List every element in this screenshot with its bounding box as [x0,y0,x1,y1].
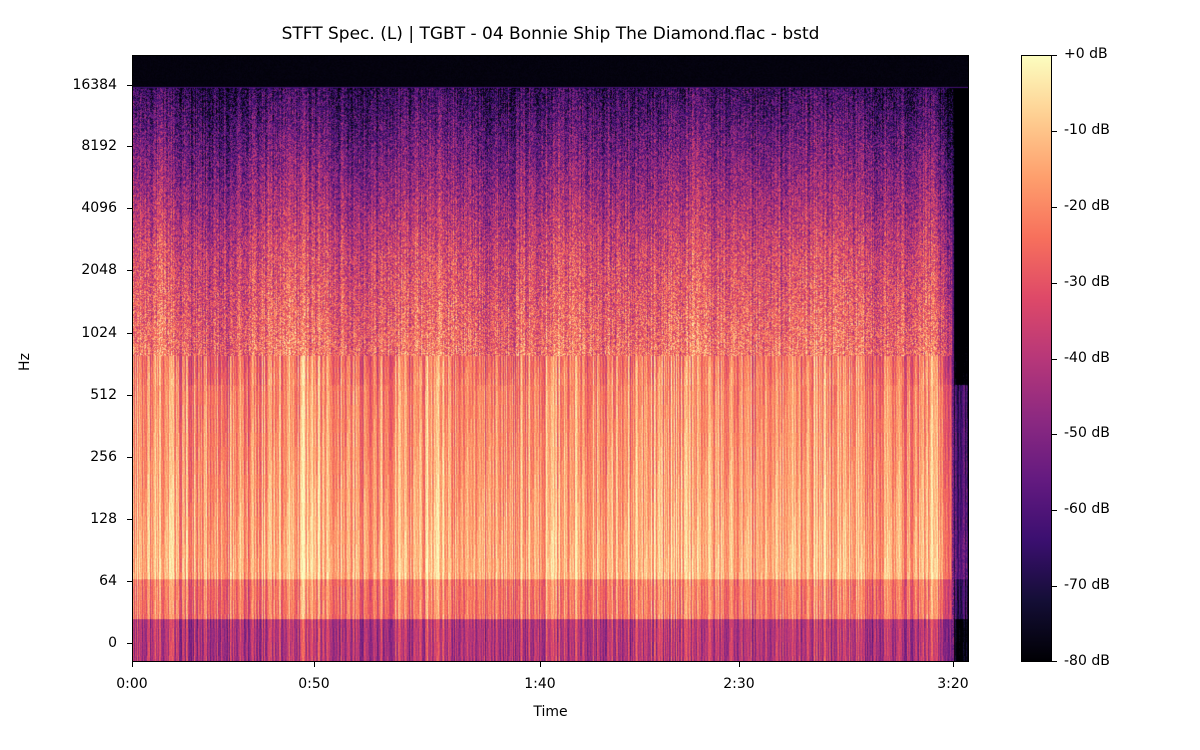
y-tick-mark [127,457,132,458]
colorbar-tick-label: +0 dB [1064,46,1108,62]
y-tick-mark [127,333,132,334]
y-tick-label: 256 [90,449,117,465]
colorbar-tick-label: -50 dB [1064,425,1110,441]
x-tick-mark [953,662,954,667]
colorbar-tick-label: -30 dB [1064,274,1110,290]
y-tick-label: 128 [90,511,117,527]
x-axis-title: Time [533,704,568,720]
colorbar [1021,55,1052,662]
x-tick-label: 2:30 [723,676,755,692]
x-tick-label: 0:00 [116,676,148,692]
chart-title: STFT Spec. (L) | TGBT - 04 Bonnie Ship T… [281,24,820,44]
colorbar-tick-label: -20 dB [1064,198,1110,214]
y-tick-mark [127,85,132,86]
colorbar-tick-mark [1052,131,1057,132]
y-tick-label: 1024 [81,325,117,341]
colorbar-tick-label: -60 dB [1064,501,1110,517]
colorbar-tick-label: -80 dB [1064,653,1110,669]
colorbar-tick-mark [1052,283,1057,284]
spectrogram-heatmap [133,56,968,661]
x-tick-label: 3:20 [937,676,969,692]
y-axis-title: Hz [17,353,33,371]
y-tick-label: 64 [99,573,117,589]
y-tick-label: 4096 [81,200,117,216]
y-tick-label: 0 [108,635,117,651]
colorbar-tick-mark [1052,510,1057,511]
colorbar-tick-label: -40 dB [1064,350,1110,366]
y-tick-mark [127,395,132,396]
colorbar-tick-mark [1052,359,1057,360]
y-tick-mark [127,643,132,644]
colorbar-tick-label: -70 dB [1064,577,1110,593]
x-tick-mark [132,662,133,667]
colorbar-tick-mark [1052,586,1057,587]
x-tick-mark [540,662,541,667]
y-tick-label: 16384 [72,77,117,93]
colorbar-tick-mark [1052,661,1057,662]
y-tick-label: 8192 [81,138,117,154]
colorbar-tick-mark [1052,434,1057,435]
y-tick-mark [127,270,132,271]
x-tick-mark [739,662,740,667]
y-tick-mark [127,581,132,582]
colorbar-tick-mark [1052,55,1057,56]
colorbar-tick-mark [1052,207,1057,208]
y-tick-mark [127,208,132,209]
y-tick-label: 2048 [81,262,117,278]
spectrogram-plot-area [132,55,969,662]
x-tick-label: 1:40 [524,676,556,692]
x-tick-mark [314,662,315,667]
y-tick-label: 512 [90,387,117,403]
y-tick-mark [127,146,132,147]
x-tick-label: 0:50 [298,676,330,692]
y-tick-mark [127,519,132,520]
colorbar-tick-label: -10 dB [1064,122,1110,138]
